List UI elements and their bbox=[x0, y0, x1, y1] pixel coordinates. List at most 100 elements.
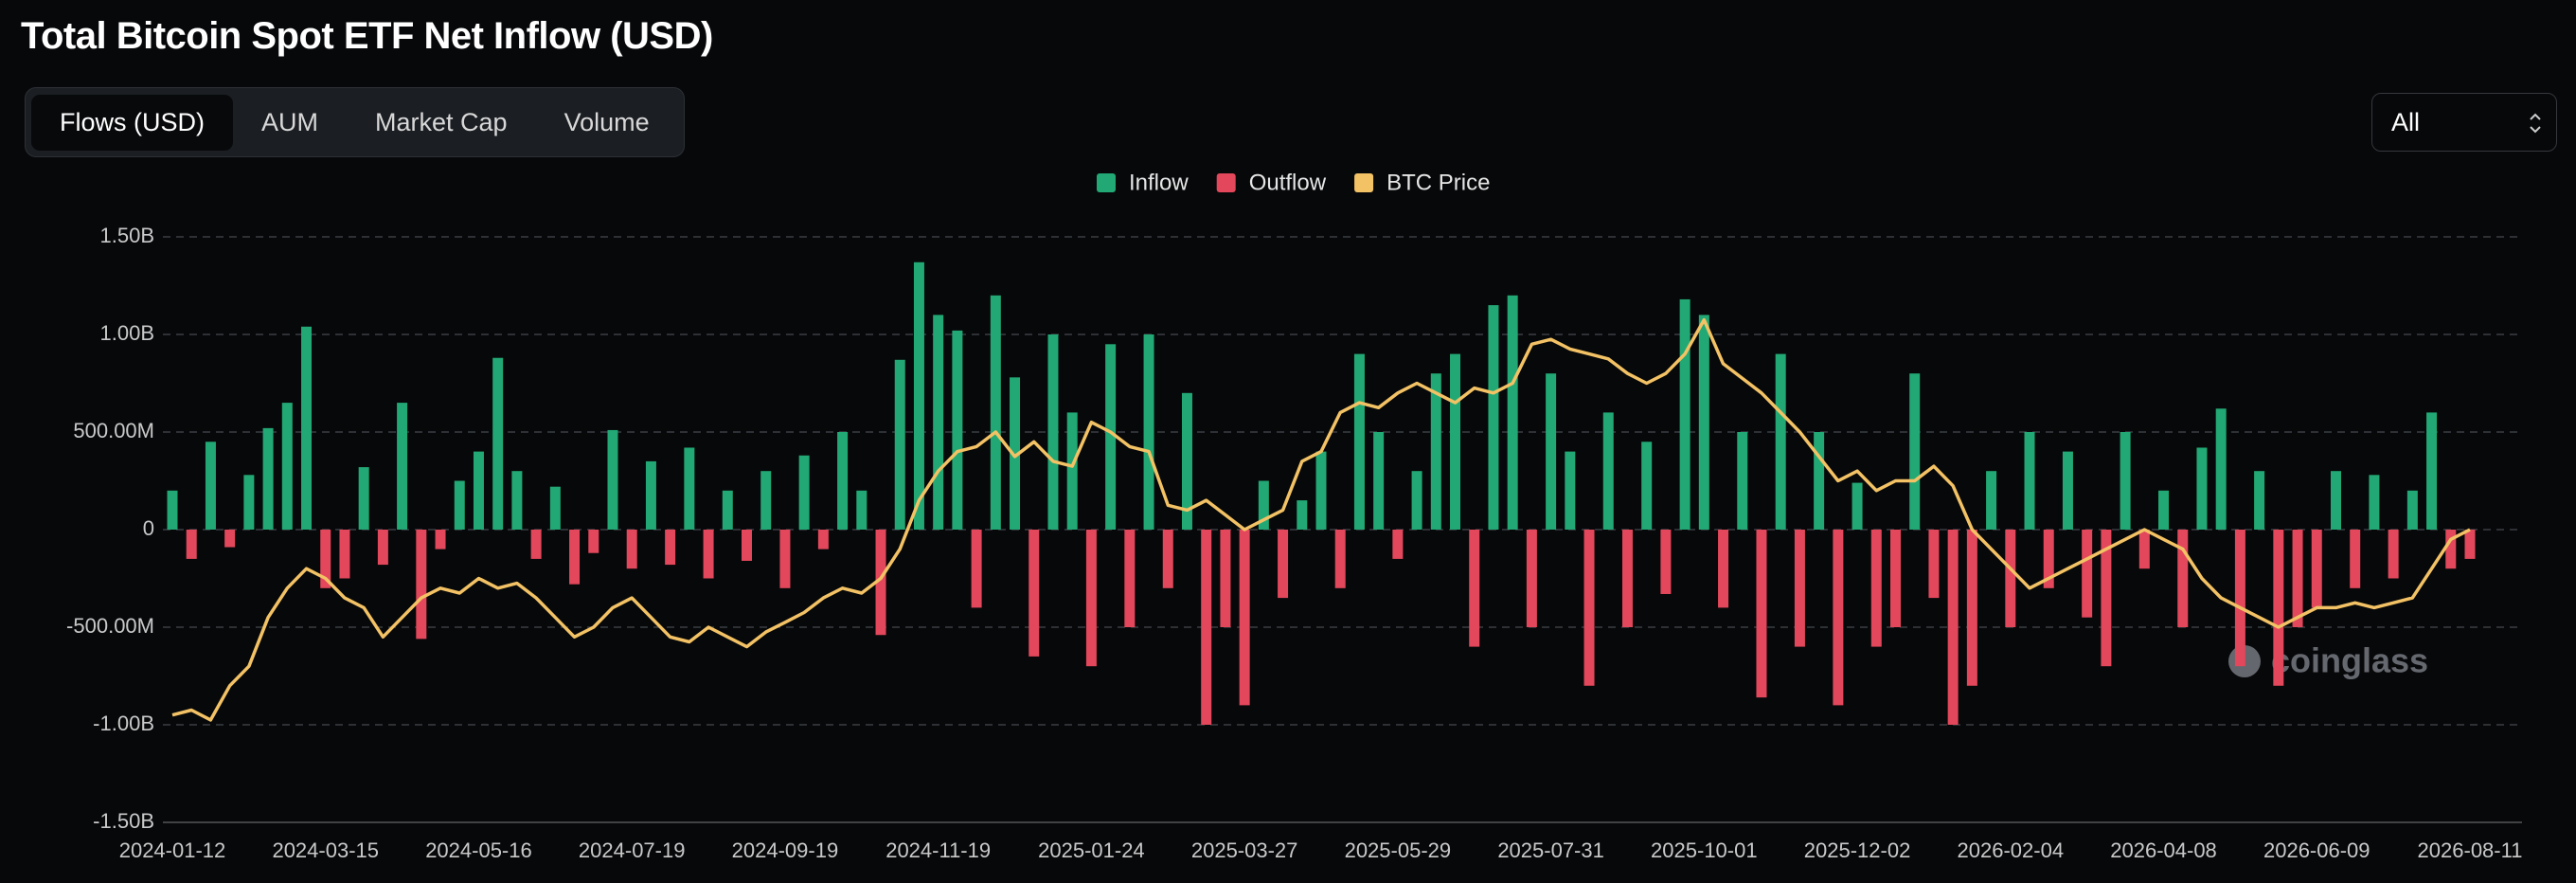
bar bbox=[1373, 432, 1385, 530]
bar bbox=[1201, 530, 1212, 725]
bar bbox=[2005, 530, 2016, 627]
x-tick-label: 2026-06-09 bbox=[2263, 838, 2370, 862]
x-tick-label: 2024-11-19 bbox=[886, 838, 991, 862]
bar bbox=[837, 432, 849, 530]
bar bbox=[1085, 530, 1097, 667]
bar bbox=[1315, 451, 1327, 530]
bar bbox=[1833, 530, 1844, 706]
bar bbox=[742, 530, 752, 561]
bar bbox=[1353, 353, 1365, 530]
bar bbox=[2273, 530, 2284, 686]
y-tick-label: -1.00B bbox=[93, 712, 154, 735]
bar bbox=[2101, 530, 2112, 667]
y-tick-label: -1.50B bbox=[93, 809, 154, 833]
bar bbox=[817, 530, 829, 550]
bar bbox=[1737, 432, 1748, 530]
bar bbox=[186, 530, 197, 559]
bar bbox=[454, 480, 465, 530]
bar bbox=[1602, 412, 1614, 530]
bar bbox=[645, 460, 656, 530]
bar bbox=[569, 530, 581, 585]
bar bbox=[224, 530, 236, 548]
y-tick-label: -500.00M bbox=[66, 614, 154, 638]
bar bbox=[2445, 530, 2457, 569]
bar bbox=[1047, 334, 1059, 530]
legend-swatch bbox=[1354, 173, 1374, 192]
x-tick-label: 2025-10-01 bbox=[1651, 838, 1758, 862]
x-tick-label: 2026-08-11 bbox=[2418, 838, 2523, 862]
bar bbox=[1258, 480, 1269, 530]
bar bbox=[167, 490, 178, 530]
bar bbox=[281, 403, 293, 530]
x-tick-label: 2026-04-08 bbox=[2110, 838, 2217, 862]
bar bbox=[435, 530, 446, 550]
bar bbox=[1775, 353, 1786, 530]
bar bbox=[798, 455, 810, 530]
bar bbox=[243, 475, 255, 530]
bar bbox=[1066, 412, 1078, 530]
legend-label: BTC Price bbox=[1386, 170, 1490, 195]
bar bbox=[1488, 305, 1499, 530]
select-arrows bbox=[2530, 113, 2541, 134]
bar bbox=[971, 530, 982, 608]
x-tick-label: 2025-05-29 bbox=[1345, 838, 1452, 862]
bar bbox=[2196, 447, 2208, 530]
bar bbox=[1143, 334, 1154, 530]
bar bbox=[2215, 408, 2227, 530]
range-select[interactable]: All bbox=[2371, 93, 2557, 152]
bar bbox=[320, 530, 331, 588]
bar bbox=[1029, 530, 1040, 657]
price-line bbox=[171, 317, 2471, 722]
bar bbox=[665, 530, 676, 566]
bar bbox=[990, 295, 1001, 530]
bar bbox=[1278, 530, 1289, 599]
bar bbox=[416, 530, 427, 640]
bar bbox=[1928, 530, 1940, 599]
bar bbox=[2406, 490, 2418, 530]
bar bbox=[856, 490, 868, 530]
legend-label: Inflow bbox=[1129, 170, 1189, 195]
tab[interactable]: Volume bbox=[564, 107, 650, 136]
bar bbox=[779, 530, 791, 588]
bar bbox=[1814, 432, 1825, 530]
bar bbox=[684, 447, 695, 530]
tab[interactable]: Market Cap bbox=[375, 107, 508, 136]
x-tick-label: 2025-03-27 bbox=[1191, 838, 1298, 862]
legend-swatch bbox=[1097, 173, 1116, 192]
y-tick-label: 1.50B bbox=[100, 224, 155, 247]
y-tick-label: 500.00M bbox=[73, 419, 154, 442]
bar bbox=[1890, 530, 1901, 627]
y-tick-label: 0 bbox=[143, 516, 154, 540]
bar bbox=[205, 442, 216, 530]
bar bbox=[1909, 373, 1921, 530]
legend-swatch bbox=[1216, 173, 1236, 192]
bar bbox=[530, 530, 542, 559]
bar bbox=[397, 403, 408, 530]
bar bbox=[2464, 530, 2476, 559]
x-tick-label: 2024-09-19 bbox=[732, 838, 839, 862]
bar bbox=[1297, 500, 1308, 530]
bar bbox=[1411, 471, 1422, 530]
bar bbox=[1162, 530, 1173, 588]
bar bbox=[511, 471, 523, 530]
tab[interactable]: AUM bbox=[261, 107, 318, 136]
tab[interactable]: Flows (USD) bbox=[31, 94, 233, 151]
bar bbox=[1986, 471, 1997, 530]
bar bbox=[722, 490, 733, 530]
bar bbox=[358, 467, 369, 530]
x-tick-label: 2024-07-19 bbox=[579, 838, 686, 862]
bar bbox=[1698, 315, 1709, 530]
bar bbox=[2254, 471, 2265, 530]
bar bbox=[1852, 482, 1863, 530]
range-select-value: All bbox=[2391, 107, 2421, 136]
bar bbox=[301, 326, 313, 530]
bar bbox=[1526, 530, 1537, 627]
bar bbox=[1870, 530, 1882, 647]
bar bbox=[760, 471, 772, 530]
bar bbox=[1546, 373, 1557, 530]
bar bbox=[1124, 530, 1136, 627]
bar bbox=[588, 530, 599, 553]
x-tick-label: 2025-07-31 bbox=[1497, 838, 1604, 862]
tab-bar: Flows (USD) AUM Market Cap Volume bbox=[25, 87, 685, 157]
bar bbox=[1220, 530, 1231, 627]
